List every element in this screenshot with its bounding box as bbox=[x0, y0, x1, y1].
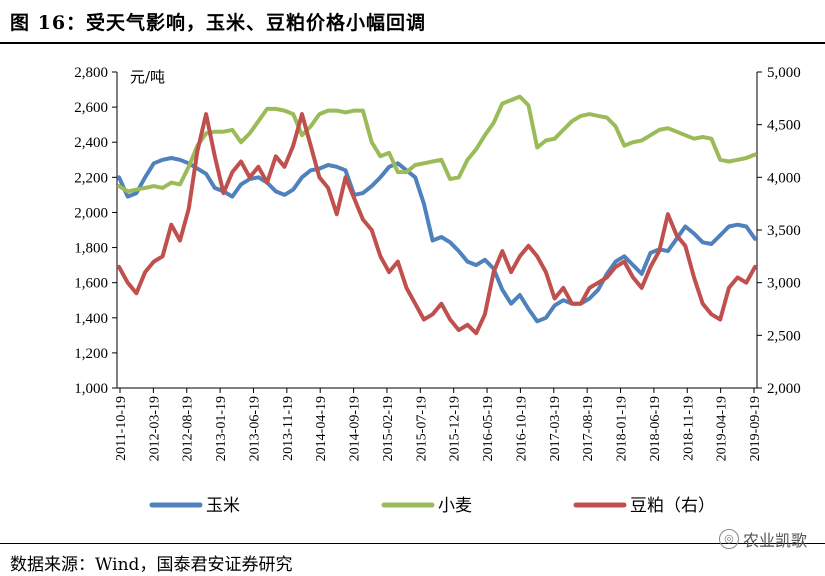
chart-title: 图 16：受天气影响，玉米、豆粕价格小幅回调 bbox=[10, 12, 427, 34]
chart-axes: 1,000 1,200 1,400 1,600 1,800 2,000 2,200 2,400… bbox=[74, 65, 801, 461]
y-left-tick-label: 1,600 bbox=[74, 276, 108, 292]
y-right-tick-label: 3,500 bbox=[767, 223, 801, 239]
title-rule bbox=[0, 42, 825, 44]
wechat-icon: ◎ bbox=[718, 529, 739, 549]
series-line-1 bbox=[117, 156, 757, 324]
legend-label-3: 豆粕（右） bbox=[630, 496, 715, 516]
watermark: ◎ 农业凯歌 bbox=[718, 527, 807, 551]
y-right-tick-label: 5,000 bbox=[767, 65, 801, 81]
x-tick-label: 2013-11-19 bbox=[281, 396, 296, 461]
x-tick-label: 2015-12-19 bbox=[448, 396, 463, 461]
x-tick-label: 2013-06-19 bbox=[247, 396, 262, 461]
y-left-tick-label: 1,400 bbox=[74, 311, 108, 327]
y-right-tick-label: 3,000 bbox=[767, 276, 801, 292]
x-tick-label: 2012-03-19 bbox=[147, 396, 162, 461]
series-line-2 bbox=[117, 94, 757, 194]
y-left-tick-label: 2,800 bbox=[74, 65, 108, 81]
x-tick-label: 2016-10-19 bbox=[514, 396, 529, 461]
footer-rule bbox=[0, 543, 825, 544]
x-tick-label: 2019-04-19 bbox=[715, 396, 730, 461]
y-right-tick-label: 2,500 bbox=[767, 328, 801, 344]
y-left-tick-label: 2,600 bbox=[74, 100, 108, 116]
y-right-tick-label: 4,500 bbox=[767, 118, 801, 134]
source-note: 数据来源：Wind，国泰君安证券研究 bbox=[10, 555, 293, 575]
y-left-tick-label: 1,000 bbox=[74, 381, 108, 397]
x-tick-label: 2012-08-19 bbox=[181, 396, 196, 461]
chart-series bbox=[117, 94, 757, 336]
y-left-tick-label: 1,800 bbox=[74, 241, 108, 257]
x-tick-label: 2013-01-19 bbox=[214, 396, 229, 461]
y-right-tick-label: 2,000 bbox=[767, 381, 801, 397]
x-tick-label: 2018-11-19 bbox=[681, 396, 696, 461]
x-tick-label: 2018-06-19 bbox=[648, 396, 663, 461]
unit-label: 元/吨 bbox=[130, 68, 165, 86]
chart-legend: 玉米 小麦 豆粕（右） bbox=[149, 496, 715, 516]
watermark-text: 农业凯歌 bbox=[742, 531, 807, 550]
x-tick-label: 2016-05-19 bbox=[481, 396, 496, 461]
y-left-tick-label: 2,000 bbox=[74, 205, 108, 221]
legend-label-2: 小麦 bbox=[438, 496, 472, 516]
x-tick-label: 2015-02-19 bbox=[381, 396, 396, 461]
x-tick-label: 2017-08-19 bbox=[581, 396, 596, 461]
x-tick-label: 2014-04-19 bbox=[314, 396, 329, 461]
y-left-tick-label: 1,200 bbox=[74, 346, 108, 362]
x-tick-label: 2019-09-19 bbox=[748, 396, 763, 461]
series-line-3 bbox=[117, 112, 757, 336]
x-tick-label: 2011-10-19 bbox=[114, 396, 129, 461]
legend-label-1: 玉米 bbox=[206, 496, 240, 516]
x-tick-label: 2014-09-19 bbox=[348, 396, 363, 461]
y-right-tick-label: 4,000 bbox=[767, 170, 801, 186]
x-tick-label: 2017-03-19 bbox=[548, 396, 563, 461]
y-left-tick-label: 2,400 bbox=[74, 135, 108, 151]
x-tick-label: 2018-01-19 bbox=[615, 396, 630, 461]
x-tick-label: 2015-07-19 bbox=[414, 396, 429, 461]
y-left-tick-label: 2,200 bbox=[74, 170, 108, 186]
